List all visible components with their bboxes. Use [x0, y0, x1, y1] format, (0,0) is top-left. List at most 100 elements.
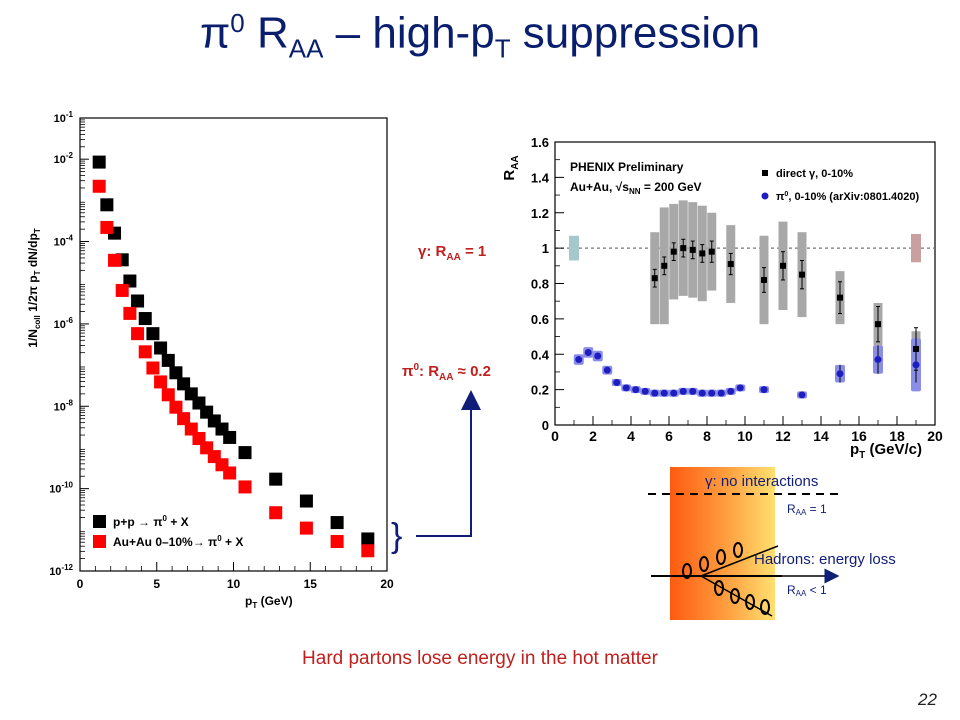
pp-data-point [131, 294, 145, 308]
normalization-box [569, 235, 579, 261]
right-y-tick-label: 1 [542, 241, 549, 256]
raa-equals-one: RAA = 1 [787, 502, 827, 517]
auau-data-point [100, 220, 114, 234]
auau-data-point [115, 283, 129, 297]
pi0-data-point [613, 379, 621, 387]
pi0-data-point [660, 389, 668, 397]
left-plot-frame [79, 117, 388, 572]
pi0-data-point [584, 348, 592, 356]
hadrons-energy-loss: Hadrons: energy loss [754, 551, 896, 568]
right-data-points [575, 238, 920, 399]
slide-title: π0 RAA – high-pT suppression [199, 8, 761, 64]
left-y-tick-label: 10-10 [49, 481, 73, 496]
right-y-axis-label: RAA [501, 155, 521, 180]
legend-marker-auau [93, 535, 106, 548]
right-x-tick-label: 12 [775, 428, 791, 444]
pi0-data-point [575, 356, 583, 364]
energy-loss-schematic: γ: no interactions RAA = 1 Hadrons: ener… [648, 467, 896, 620]
pp-data-point [146, 327, 160, 341]
gamma-data-point [670, 248, 677, 255]
gluon-loops-lower [714, 580, 770, 615]
auau-data-point [238, 480, 252, 494]
left-legend: p+p → π0 + X Au+Au 0–10%→ π0 + X [93, 514, 243, 549]
auau-data-point [92, 179, 106, 193]
auau-data-point [123, 306, 137, 320]
left-y-tick-label: 10-6 [54, 316, 74, 331]
gamma-data-point [661, 262, 668, 269]
pp-data-point [100, 198, 114, 212]
auau-data-point [223, 466, 237, 480]
pi0-raa-label: π0: RAA ≈ 0.2 [402, 362, 491, 383]
gamma-data-point [780, 262, 786, 269]
right-x-tick-label: 0 [551, 428, 559, 444]
right-y-tick-label: 0 [542, 418, 549, 433]
auau-data-point [299, 521, 313, 535]
right-y-tick-label: 0.6 [531, 312, 549, 327]
right-y-tick-label: 1.4 [531, 170, 550, 185]
left-x-tick-label: 20 [380, 577, 394, 591]
auau-data-point [330, 535, 344, 549]
right-legend: direct γ, 0-10% π0, 0-10% (arXiv:0801.40… [761, 168, 920, 203]
pi0-data-point [651, 389, 659, 397]
pp-data-point [238, 446, 252, 460]
brace: } [391, 517, 402, 555]
auau-data-point [269, 506, 283, 520]
right-x-tick-label: 16 [851, 428, 867, 444]
pp-data-point [169, 366, 183, 380]
gamma-data-point [727, 261, 734, 268]
pp-data-point [269, 472, 283, 486]
legend-marker-pp [93, 515, 106, 528]
gluon-lower-line [700, 575, 773, 617]
auau-data-point [161, 388, 175, 402]
left-x-tick-label: 10 [227, 577, 241, 591]
right-y-tick-label: 1.2 [531, 206, 549, 221]
right-x-tick-label: 18 [889, 428, 905, 444]
right-x-ticks: 0 2 4 6 8 10 12 14 16 18 20 [551, 416, 943, 444]
auau-data-point [169, 400, 183, 414]
pp-data-point [299, 494, 313, 508]
left-y-ticks: 10-1 10-2 10-4 10-6 10-8 10-10 10-12 [49, 110, 89, 578]
pi0-data-point [836, 370, 844, 378]
pi0-data-point [874, 356, 882, 364]
gamma-raa-label: γ: RAA = 1 [418, 243, 487, 263]
pi0-data-point [679, 387, 687, 395]
pi0-data-point [708, 389, 716, 397]
gamma-data-point [799, 271, 805, 278]
left-x-axis-label: pT (GeV) [245, 594, 293, 610]
right-x-tick-label: 8 [703, 428, 711, 444]
chart-header: PHENIX Preliminary [570, 160, 684, 174]
pp-data-point [138, 312, 152, 326]
pp-data-point [92, 155, 106, 169]
gamma-no-interactions: γ: no interactions [705, 473, 818, 490]
normalization-boxes [569, 233, 921, 263]
raa-less-than-one: RAA < 1 [787, 583, 827, 598]
right-y-ticks: 0 0.2 0.4 0.6 0.8 1 1.2 1.4 1.6 [531, 135, 564, 433]
left-y-tick-label: 10-2 [54, 151, 74, 166]
gamma-data-point [680, 245, 687, 252]
legend-marker-pi0 [761, 192, 769, 200]
left-y-tick-label: 10-4 [54, 234, 74, 249]
left-x-tick-label: 15 [304, 577, 318, 591]
legend-label-auau: Au+Au 0–10%→ π0 + X [113, 534, 243, 549]
right-x-tick-label: 10 [737, 428, 753, 444]
legend-label-pi0: π0, 0-10% (arXiv:0801.4020) [776, 191, 920, 203]
pi0-data-point [689, 387, 697, 395]
left-y-axis-label: 1/Ncoll 1/2π pT dN/dpT [26, 228, 42, 348]
right-y-tick-label: 1.6 [531, 135, 549, 150]
gluon-upper-line [700, 545, 779, 577]
pp-data-point [330, 516, 344, 530]
pi0-data-point [603, 366, 611, 374]
right-x-tick-label: 2 [589, 428, 597, 444]
legend-label-gamma: direct γ, 0-10% [776, 168, 853, 180]
page-number: 22 [918, 690, 937, 709]
collision-system: Au+Au, √sNN = 200 GeV [570, 180, 702, 196]
right-x-tick-label: 6 [665, 428, 673, 444]
right-y-tick-label: 0.4 [531, 347, 550, 362]
auau-data-point [154, 375, 168, 389]
pp-data-point [177, 377, 191, 391]
pi0-data-point [798, 391, 806, 399]
legend-marker-gamma [762, 170, 768, 176]
right-x-tick-label: 4 [627, 428, 635, 444]
pi0-data-point [622, 384, 630, 392]
